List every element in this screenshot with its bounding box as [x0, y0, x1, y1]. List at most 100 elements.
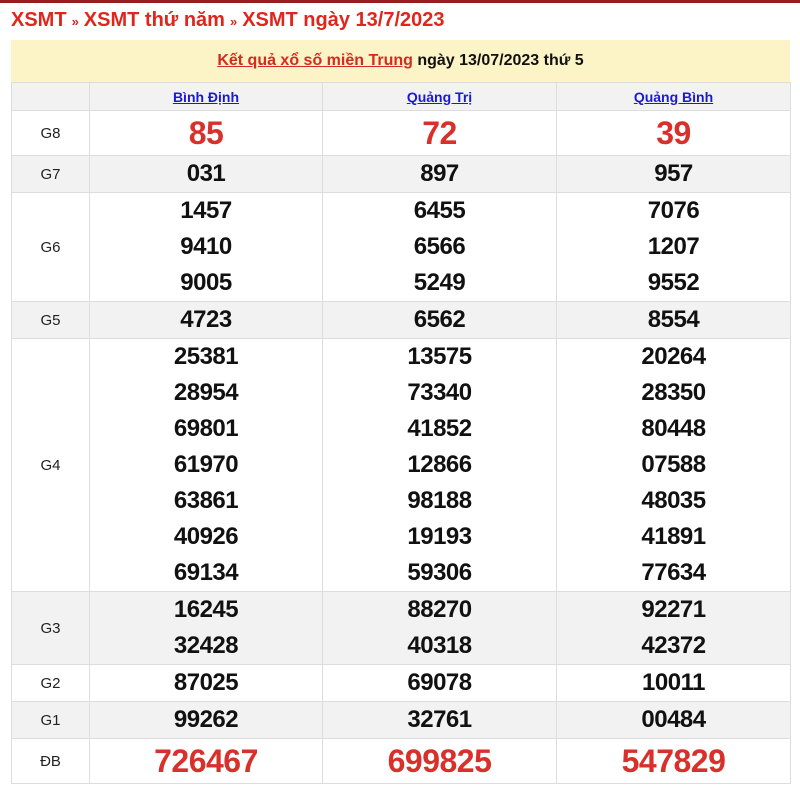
prize-number: 12866	[407, 451, 472, 478]
prize-cell: 7076 1207 9552	[556, 192, 791, 302]
prize-number: 32761	[407, 706, 472, 733]
prize-number: 59306	[407, 559, 472, 586]
prize-row-g8: G8 85 72 39	[11, 110, 791, 156]
breadcrumb-xsmt[interactable]: XSMT	[11, 9, 67, 31]
prize-label: G2	[11, 664, 90, 702]
results-table: Bình Định Quảng Trị Quảng Bình G8 85 72 39 G…	[11, 82, 791, 784]
prize-cell: 726467	[89, 738, 323, 784]
prize-cell: 87025	[89, 664, 323, 702]
prize-row-đb: ĐB 726467 699825 547829	[11, 738, 791, 784]
prize-number: 63861	[173, 487, 239, 514]
prize-label: G3	[11, 591, 90, 665]
prize-number: 40318	[407, 632, 472, 659]
prize-number: 5249	[413, 269, 466, 296]
province-header-row: Bình Định Quảng Trị Quảng Bình	[11, 82, 791, 111]
prize-number: 28954	[173, 379, 239, 406]
breadcrumb-separator: »	[229, 14, 238, 29]
prize-row-g3: G3 16245 32428 88270 40318 92271 42372	[11, 591, 791, 665]
prize-number: 88270	[407, 596, 472, 623]
province-link-binh-dinh[interactable]: Bình Định	[172, 88, 240, 105]
prize-number: 41891	[641, 523, 706, 550]
prize-number: 8554	[647, 306, 700, 333]
prize-cell: 1457 9410 9005	[89, 192, 323, 302]
results-banner: Kết quả xổ số miền Trung ngày 13/07/2023…	[11, 40, 790, 82]
prize-number: 1457	[180, 197, 232, 224]
prize-label: G5	[11, 301, 90, 339]
prize-row-g6: G6 1457 9410 9005 6455 6566 5249 7076 1207 9552	[11, 192, 791, 302]
prize-number: 16245	[173, 596, 239, 623]
prize-number: 42372	[641, 632, 706, 659]
prize-cell: 13575 73340 41852 12866 98188 19193 59306	[322, 338, 557, 592]
prize-number: 00484	[641, 706, 706, 733]
prize-number: 9410	[180, 233, 232, 260]
prize-number: 4723	[180, 306, 232, 333]
prize-cell: 20264 28350 80448 07588 48035 41891 77634	[556, 338, 791, 592]
breadcrumb-xsmt-date[interactable]: XSMT ngày 13/7/2023	[242, 9, 445, 31]
prize-cell: 88270 40318	[322, 591, 557, 665]
prize-number: 9552	[647, 269, 700, 296]
prize-number: 77634	[641, 559, 706, 586]
prize-number: 20264	[641, 343, 706, 370]
prize-cell: 32761	[322, 701, 557, 739]
prize-number: 1207	[647, 233, 700, 260]
breadcrumb: XSMT » XSMT thứ năm » XSMT ngày 13/7/2023	[11, 9, 445, 32]
prize-number: 547829	[621, 743, 726, 779]
prize-number: 72	[422, 115, 457, 151]
prize-cell: 547829	[556, 738, 791, 784]
prize-label: G7	[11, 155, 90, 193]
prize-number: 99262	[173, 706, 239, 733]
prize-cell: 16245 32428	[89, 591, 323, 665]
province-link-quang-binh[interactable]: Quảng Bình	[633, 88, 714, 105]
prize-number: 28350	[641, 379, 706, 406]
prize-number: 699825	[387, 743, 492, 779]
prize-cell: 8554	[556, 301, 791, 339]
prize-number: 69078	[407, 669, 472, 696]
prize-cell: 897	[322, 155, 557, 193]
prize-cell: 39	[556, 110, 791, 156]
prize-number: 10011	[642, 669, 705, 696]
prize-number: 726467	[154, 743, 258, 779]
prize-number: 07588	[641, 451, 706, 478]
prize-cell: 72	[322, 110, 557, 156]
prize-cell: 00484	[556, 701, 791, 739]
prize-label: G6	[11, 192, 90, 302]
prize-number: 61970	[173, 451, 239, 478]
prize-number: 40926	[173, 523, 239, 550]
prize-number: 41852	[407, 415, 472, 442]
results-date: ngày 13/07/2023 thứ 5	[412, 52, 584, 69]
prize-number: 6562	[413, 306, 466, 333]
prize-number: 031	[186, 160, 226, 187]
prize-number: 32428	[173, 632, 239, 659]
prize-cell: 25381 28954 69801 61970 63861 40926 69134	[89, 338, 323, 592]
prize-number: 69801	[173, 415, 239, 442]
prize-number: 48035	[641, 487, 706, 514]
province-link-quang-tri[interactable]: Quảng Trị	[406, 88, 473, 105]
breadcrumb-separator: »	[71, 14, 79, 29]
results-link[interactable]: Kết quả xổ số miền Trung	[217, 52, 413, 69]
prize-cell: 6562	[322, 301, 557, 339]
prize-row-g4: G4 25381 28954 69801 61970 63861 40926 69134 135…	[11, 338, 791, 592]
prize-row-g7: G7 031 897 957	[11, 155, 791, 193]
prize-number: 957	[654, 160, 693, 187]
prize-cell: 4723	[89, 301, 323, 339]
prize-label: G4	[11, 338, 90, 592]
prize-number: 73340	[407, 379, 472, 406]
prize-cell: 6455 6566 5249	[322, 192, 557, 302]
prize-cell: 031	[89, 155, 323, 193]
prize-number: 6566	[413, 233, 466, 260]
prize-row-g2: G2 87025 69078 10011	[11, 664, 791, 702]
prize-number: 69134	[173, 559, 239, 586]
prize-cell: 10011	[556, 664, 791, 702]
prize-cell: 99262	[89, 701, 323, 739]
prize-cell: 957	[556, 155, 791, 193]
prize-number: 7076	[647, 197, 700, 224]
prize-number: 92271	[641, 596, 706, 623]
top-bar	[0, 0, 800, 3]
prize-label: G1	[11, 701, 90, 739]
prize-number: 39	[656, 115, 691, 151]
header-empty	[11, 82, 90, 111]
prize-number: 80448	[641, 415, 706, 442]
prize-number: 19193	[407, 523, 472, 550]
breadcrumb-xsmt-thursday[interactable]: XSMT thứ năm	[83, 9, 225, 31]
prize-row-g1: G1 99262 32761 00484	[11, 701, 791, 739]
